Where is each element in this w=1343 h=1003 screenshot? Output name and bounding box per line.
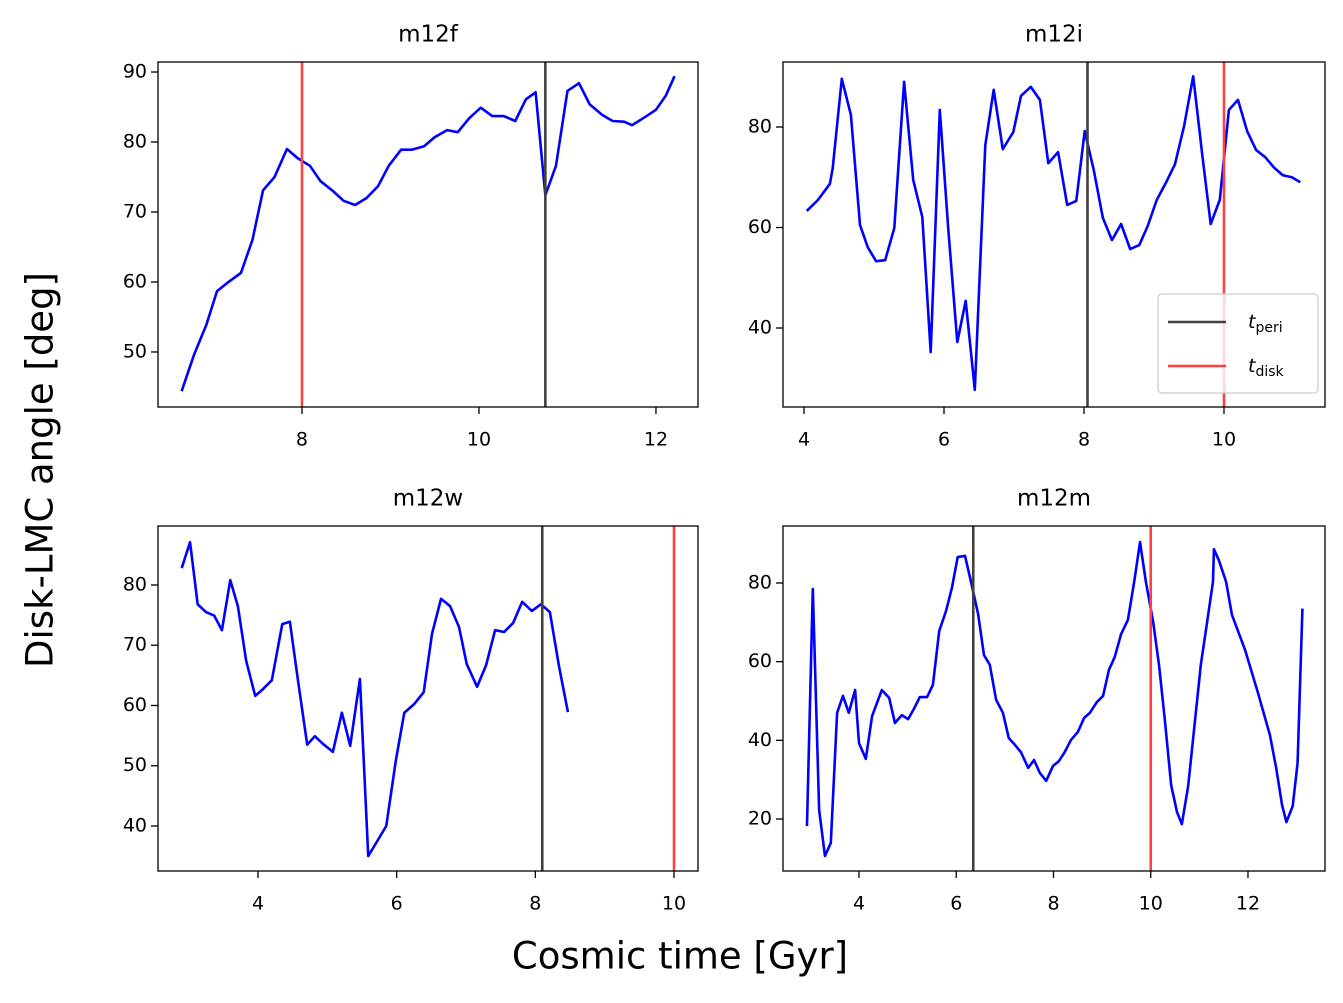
data-line [180,75,676,392]
plot-frame [157,61,699,408]
x-tick-label: 6 [938,429,950,451]
legend-label: tperi [1248,311,1283,337]
y-axis-label: Disk-LMC angle [deg] [19,272,62,668]
legend-box [1157,293,1319,394]
y-tick-label: 50 [123,340,147,362]
x-tick-label: 4 [252,893,264,915]
y-tick-label: 20 [748,808,772,830]
x-tick-label: 12 [1236,893,1260,915]
y-tick-label: 50 [123,754,147,776]
data-line [805,540,1304,858]
y-tick-label: 70 [123,634,147,656]
panel-title: m12w [393,486,463,512]
y-tick-label: 70 [123,200,147,222]
x-tick-label: 8 [1078,429,1090,451]
y-tick-label: 60 [123,694,147,716]
x-tick-label: 10 [467,429,491,451]
plot-frame [782,61,1326,408]
legend-subscript: peri [1255,320,1282,336]
x-axis-label: Cosmic time [Gyr] [512,935,848,978]
x-tick-label: 6 [950,893,962,915]
x-tick-label: 10 [662,893,686,915]
panel-title: m12f [398,22,459,48]
y-tick-label: 40 [748,317,772,339]
panel-title: m12m [1017,486,1091,512]
plot-frame [782,525,1326,872]
legend-label: tdisk [1248,355,1285,381]
y-tick-label: 60 [123,270,147,292]
x-tick-label: 4 [853,893,865,915]
y-tick-label: 80 [748,116,772,138]
y-tick-label: 90 [123,61,147,83]
x-tick-label: 10 [1212,429,1236,451]
x-tick-label: 4 [798,429,810,451]
x-tick-label: 10 [1139,893,1163,915]
y-tick-label: 40 [123,814,147,836]
data-line [805,74,1301,392]
y-tick-label: 60 [748,650,772,672]
x-tick-label: 6 [391,893,403,915]
x-tick-label: 8 [529,893,541,915]
y-tick-label: 80 [748,571,772,593]
plot-frame [157,525,699,872]
y-tick-label: 40 [748,729,772,751]
x-tick-label: 8 [296,429,308,451]
legend-symbol: t [1248,311,1257,333]
panel-title: m12i [1025,22,1083,48]
x-tick-label: 8 [1047,893,1059,915]
x-tick-label: 12 [644,429,668,451]
y-tick-label: 60 [748,216,772,238]
legend-subscript: disk [1255,364,1284,380]
y-tick-label: 80 [123,573,147,595]
legend-symbol: t [1248,355,1257,377]
data-line [180,540,570,858]
y-tick-label: 80 [123,131,147,153]
